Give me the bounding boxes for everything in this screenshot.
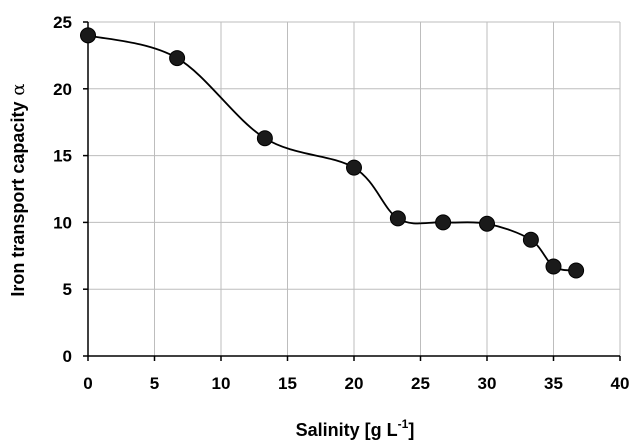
x-tick-label: 30 [478,374,497,393]
x-axis-title-text: Salinity [g L [296,420,398,440]
data-markers [80,27,585,279]
y-axis-title: Iron transport capacity α [8,83,29,296]
x-tick-label: 0 [83,374,92,393]
x-axis-title-close: ] [408,420,414,440]
y-tick-label: 15 [53,147,72,166]
data-point [256,130,273,147]
x-tick-label: 25 [411,374,430,393]
y-tick-label: 10 [53,213,72,232]
y-tick-label: 25 [53,13,72,32]
series-curve [87,34,577,272]
x-axis-title: Salinity [g L-1] [296,417,415,440]
data-point [435,214,452,231]
grid-lines [88,21,621,356]
x-axis-title-superscript: -1 [398,417,409,431]
y-tick-label: 20 [53,80,72,99]
x-tick-label: 10 [212,374,231,393]
x-tick-label: 5 [150,374,159,393]
y-axis-title-text: Iron transport capacity [8,102,28,297]
data-point [479,215,495,232]
axes [83,21,621,361]
data-point [389,210,406,227]
data-point [80,27,96,44]
tick-labels: 0 5 10 15 20 25 30 35 40 0 5 10 15 20 25 [53,13,629,393]
data-point [346,159,362,176]
data-point [568,262,585,279]
data-point [169,50,186,67]
data-point [522,231,539,248]
y-tick-label: 0 [63,347,72,366]
x-tick-label: 35 [544,374,563,393]
x-tick-label: 20 [345,374,364,393]
x-tick-label: 40 [611,374,630,393]
x-tick-label: 15 [278,374,297,393]
data-point [545,258,562,275]
y-tick-label: 5 [63,280,72,299]
y-axis-title-symbol: α [8,83,29,95]
